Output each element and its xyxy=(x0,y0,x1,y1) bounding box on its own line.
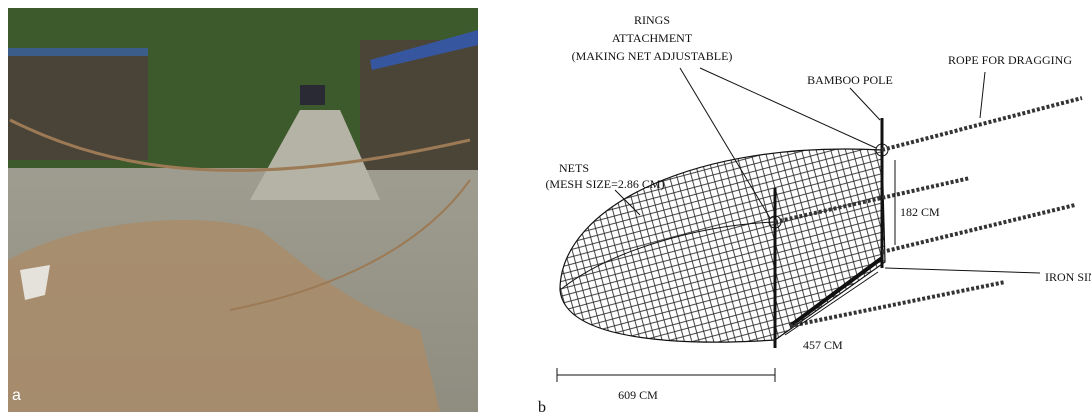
rings-label: RINGS xyxy=(634,13,670,27)
rings-label: ATTACHMENT xyxy=(612,31,693,45)
panel-label: a xyxy=(12,387,21,404)
rope-label: ROPE FOR DRAGGING xyxy=(948,53,1072,67)
sinkers-label: IRON SINKERS xyxy=(1045,270,1091,284)
figure: a RINGS ATTACHMENT (MAKING NET ADJUSTABL… xyxy=(0,0,1091,417)
height-label: 182 CM xyxy=(900,205,940,219)
panel-label: b xyxy=(538,399,546,416)
net-diagram: RINGS ATTACHMENT (MAKING NET ADJUSTABLE)… xyxy=(538,13,1091,416)
nets-label: NETS xyxy=(559,161,589,175)
bamboo-label: BAMBOO POLE xyxy=(807,73,893,87)
length-label: 609 CM xyxy=(618,388,658,402)
photo: a xyxy=(8,8,478,412)
rings-label: (MAKING NET ADJUSTABLE) xyxy=(572,49,733,63)
width-label: 457 CM xyxy=(803,338,843,352)
nets-label: (MESH SIZE=2.86 CM) xyxy=(545,177,664,191)
